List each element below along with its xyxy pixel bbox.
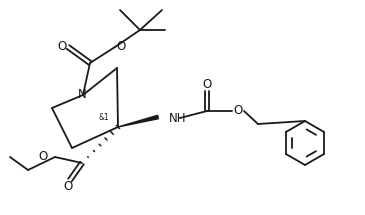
Text: N: N: [78, 89, 87, 101]
Text: O: O: [57, 40, 67, 54]
Text: O: O: [116, 40, 126, 54]
Text: O: O: [64, 181, 73, 194]
Text: O: O: [39, 149, 48, 163]
Text: &1: &1: [99, 112, 110, 121]
Polygon shape: [118, 115, 158, 127]
Text: O: O: [202, 77, 212, 91]
Text: O: O: [233, 104, 243, 118]
Text: NH: NH: [169, 112, 187, 124]
